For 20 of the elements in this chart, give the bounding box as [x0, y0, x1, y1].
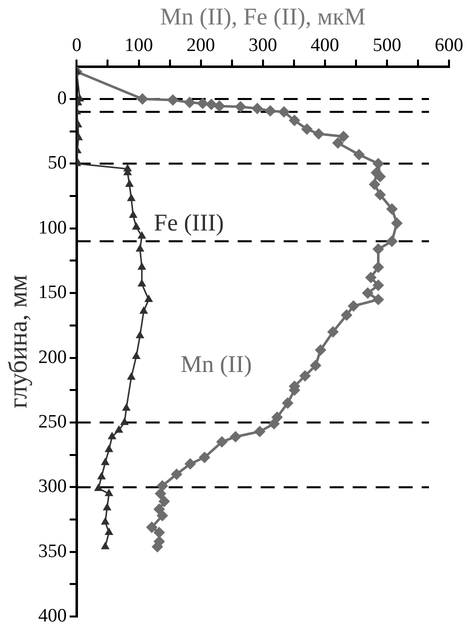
- y-axis-title: глубина, мм: [3, 274, 32, 408]
- x-axis-title: Mn (II), Fe (II), мкМ: [160, 4, 366, 31]
- x-tick-label: 100: [124, 35, 153, 56]
- y-tick-label: 0: [57, 88, 67, 109]
- series-label: Fe (III): [154, 210, 224, 236]
- x-tick-label: 500: [372, 35, 402, 56]
- y-tick-label: 350: [38, 540, 67, 562]
- y-tick-label: 400: [38, 606, 67, 627]
- y-tick-label: 200: [38, 346, 67, 368]
- x-tick-label: 400: [310, 35, 340, 56]
- x-tick-label: 200: [186, 35, 216, 56]
- y-tick-label: 300: [38, 476, 67, 498]
- x-tick-label: 0: [72, 35, 82, 56]
- y-tick-label: 150: [38, 282, 67, 304]
- y-tick-label: 50: [48, 152, 67, 174]
- x-tick-label: 600: [434, 35, 464, 56]
- y-tick-label: 250: [38, 411, 67, 432]
- y-tick-label: 100: [38, 217, 67, 238]
- x-tick-label: 300: [248, 35, 278, 56]
- series-label: Mn (II): [180, 352, 252, 378]
